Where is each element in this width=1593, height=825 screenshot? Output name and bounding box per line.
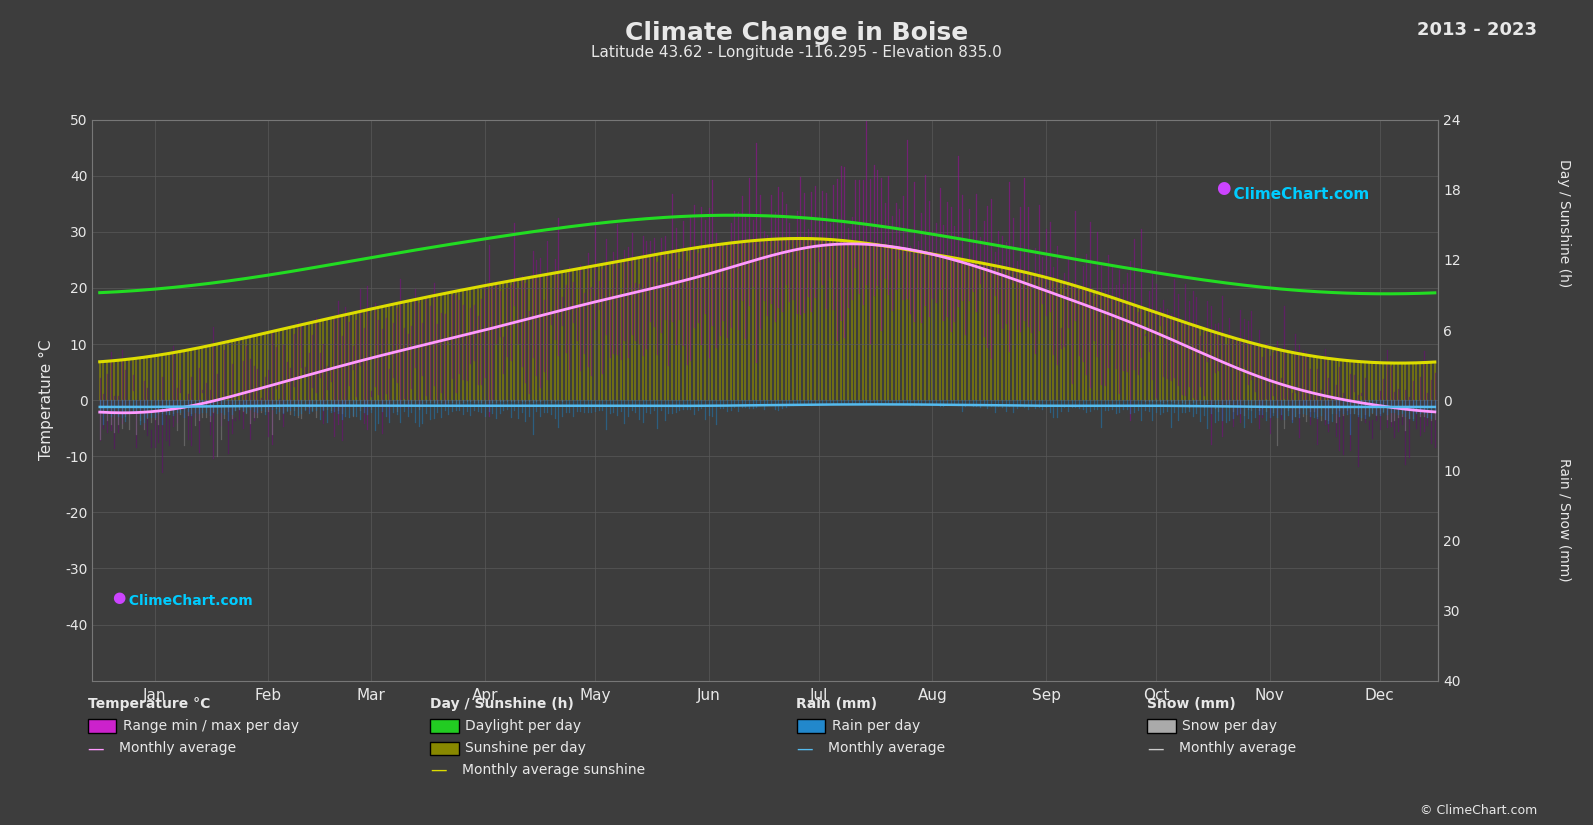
Text: ●: ● <box>113 590 126 605</box>
Text: —: — <box>88 739 104 757</box>
Text: Climate Change in Boise: Climate Change in Boise <box>624 21 969 45</box>
Text: Rain / Snow (mm): Rain / Snow (mm) <box>1558 458 1571 582</box>
Text: © ClimeChart.com: © ClimeChart.com <box>1419 804 1537 817</box>
Text: Day / Sunshine (h): Day / Sunshine (h) <box>430 697 573 711</box>
Text: Latitude 43.62 - Longitude -116.295 - Elevation 835.0: Latitude 43.62 - Longitude -116.295 - El… <box>591 45 1002 60</box>
Text: Monthly average: Monthly average <box>828 742 946 755</box>
Text: Day / Sunshine (h): Day / Sunshine (h) <box>1558 158 1571 287</box>
Text: ●: ● <box>1217 178 1231 196</box>
Text: —: — <box>1147 739 1163 757</box>
Text: Daylight per day: Daylight per day <box>465 719 581 733</box>
Text: ClimeChart.com: ClimeChart.com <box>119 594 253 608</box>
Text: 2013 - 2023: 2013 - 2023 <box>1418 21 1537 39</box>
Text: Monthly average sunshine: Monthly average sunshine <box>462 763 645 776</box>
Text: Monthly average: Monthly average <box>119 742 237 755</box>
Text: —: — <box>430 761 446 779</box>
Text: ClimeChart.com: ClimeChart.com <box>1223 187 1370 202</box>
Text: Snow per day: Snow per day <box>1182 719 1278 733</box>
Text: Range min / max per day: Range min / max per day <box>123 719 298 733</box>
Text: Rain per day: Rain per day <box>832 719 919 733</box>
Text: Monthly average: Monthly average <box>1179 742 1297 755</box>
Text: Rain (mm): Rain (mm) <box>796 697 878 711</box>
Text: Temperature °C: Temperature °C <box>88 697 210 711</box>
Text: —: — <box>796 739 812 757</box>
Text: Snow (mm): Snow (mm) <box>1147 697 1236 711</box>
Text: Sunshine per day: Sunshine per day <box>465 742 586 755</box>
Y-axis label: Temperature °C: Temperature °C <box>38 340 54 460</box>
